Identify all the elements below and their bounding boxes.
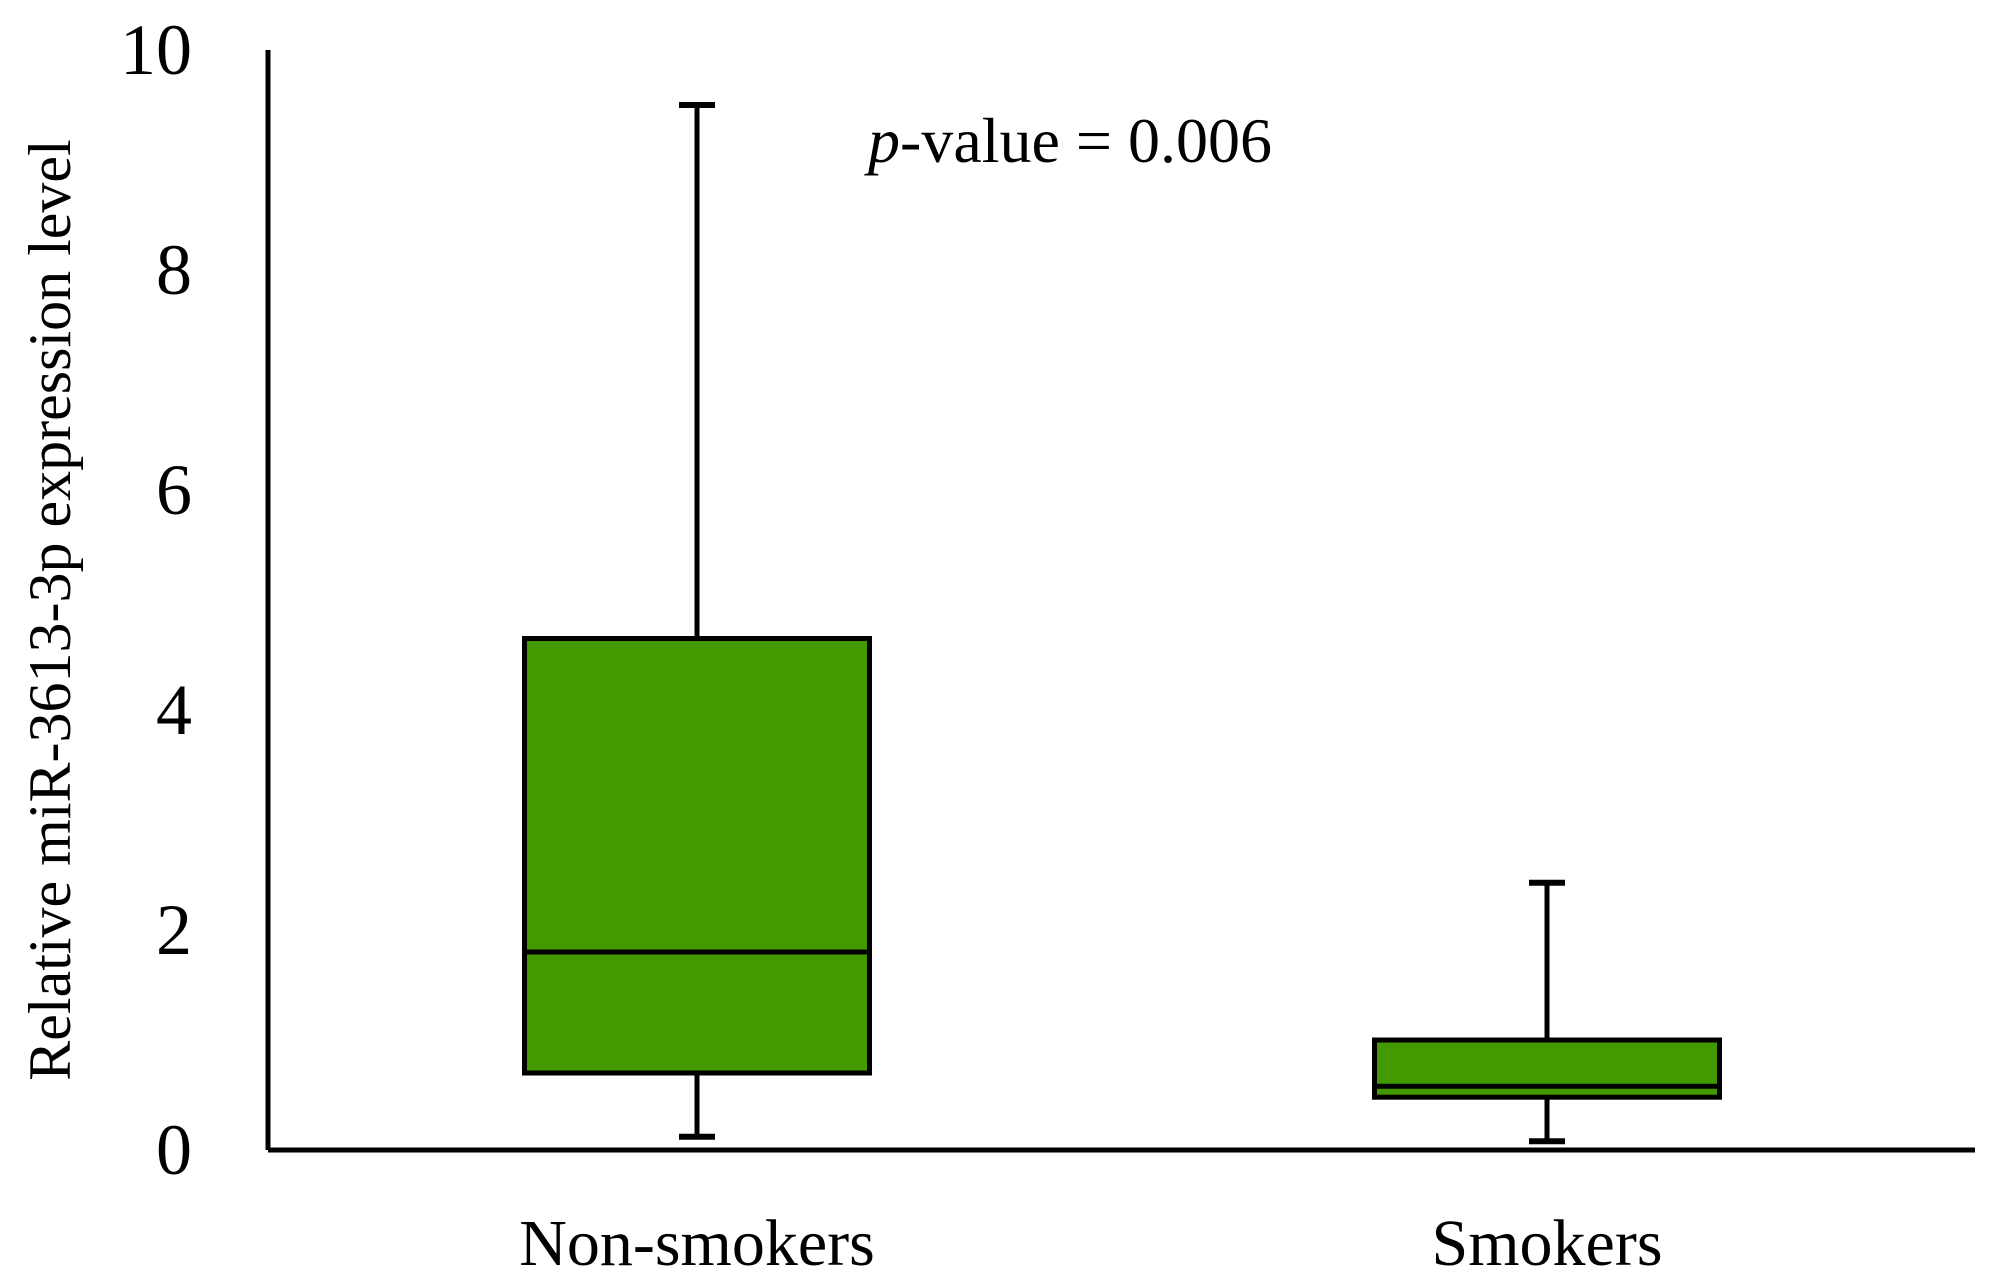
y-tick-label-10: 10: [120, 10, 192, 90]
box-group-non-smokers: [522, 102, 872, 1140]
plot-marks: [522, 102, 1722, 1145]
p-value-text: -value = 0.006: [900, 105, 1272, 176]
p-value-annotation: p-value = 0.006: [864, 105, 1272, 176]
y-axis-title: Relative miR-3613-3p expression level: [17, 139, 83, 1080]
y-tick-label-2: 2: [156, 890, 192, 970]
y-tick-label-8: 8: [156, 230, 192, 310]
y-tick-label-4: 4: [156, 670, 192, 750]
y-tick-label-6: 6: [156, 450, 192, 530]
iqr-box-non-smokers: [522, 636, 872, 1076]
p-value-symbol: p: [864, 105, 900, 176]
box-group-smokers: [1372, 879, 1722, 1145]
x-category-labels: Non-smokers Smokers: [519, 1207, 1662, 1279]
x-category-label-smokers: Smokers: [1432, 1207, 1663, 1279]
y-tick-labels: 0 2 4 6 8 10: [120, 10, 192, 1190]
x-category-label-non-smokers: Non-smokers: [519, 1207, 875, 1279]
y-tick-label-0: 0: [156, 1110, 192, 1190]
